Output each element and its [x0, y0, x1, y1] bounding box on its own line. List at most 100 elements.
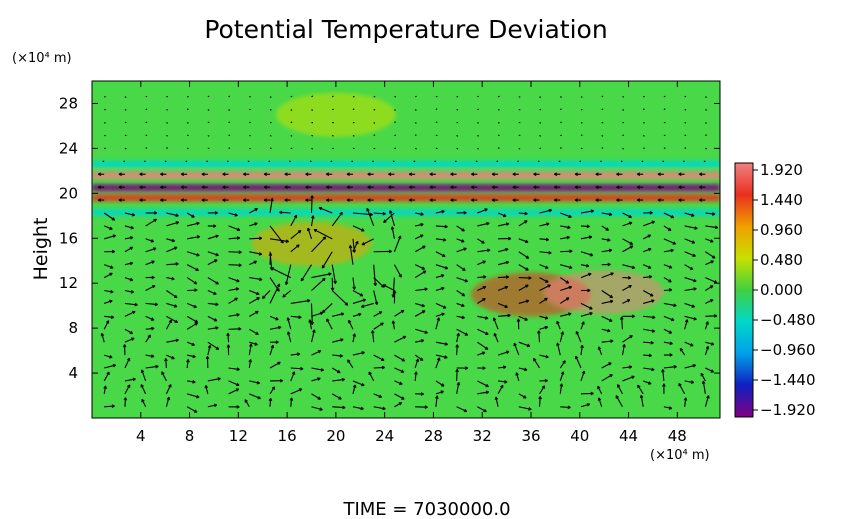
- vector-arrow: [539, 326, 548, 330]
- vector-arrow: [663, 315, 675, 321]
- vector-arrowhead: [441, 286, 445, 291]
- vector-arrowhead: [191, 342, 196, 346]
- vector-arrowhead: [325, 185, 330, 189]
- vector-arrowhead: [400, 309, 405, 314]
- vector-arrowhead: [378, 394, 383, 398]
- vector-arrow: [560, 236, 570, 240]
- vector-arrowhead: [234, 213, 238, 217]
- vector-arrowhead: [482, 366, 486, 370]
- vector-arrow: [435, 225, 448, 228]
- vector-arrowhead: [524, 220, 528, 224]
- vector-arrow: [643, 341, 654, 344]
- vector-arrow: [518, 212, 528, 215]
- vector-arrow: [560, 406, 571, 409]
- vector-arrowhead: [346, 198, 350, 202]
- vector-arrowhead: [544, 316, 549, 320]
- vector-arrow: [456, 328, 469, 336]
- vector-arrowhead: [317, 396, 321, 400]
- vector-arrowhead: [360, 304, 365, 308]
- vector-arrowhead: [574, 198, 578, 202]
- vector-arrowhead: [485, 383, 489, 388]
- vector-arrow: [559, 147, 562, 149]
- vector-arrowhead: [161, 371, 165, 375]
- vector-arrowhead: [562, 360, 566, 364]
- vector-arrow: [373, 290, 378, 305]
- vector-arrow: [145, 354, 155, 358]
- vector-arrowhead: [213, 291, 217, 295]
- vector-arrow: [101, 333, 105, 343]
- vector-arrowhead: [569, 265, 573, 269]
- vector-arrowhead: [533, 172, 537, 177]
- vector-arrow: [309, 319, 313, 330]
- vector-arrowhead: [321, 309, 326, 314]
- vector-arrowhead: [359, 293, 364, 297]
- vector-arrow: [702, 380, 706, 394]
- vector-arrowhead: [616, 185, 620, 189]
- vector-arrowhead: [244, 399, 248, 403]
- vector-arrow: [124, 289, 134, 293]
- vector-arrow: [145, 285, 156, 291]
- y-tick-label: 16: [59, 229, 78, 247]
- vector-arrowhead: [276, 288, 280, 292]
- vector-arrowhead: [525, 267, 529, 271]
- vector-arrowhead: [408, 172, 413, 177]
- vector-arrowhead: [545, 354, 549, 359]
- vector-arrowhead: [487, 248, 491, 253]
- vector-arrowhead: [236, 382, 240, 387]
- vector-arrowhead: [370, 330, 375, 334]
- vector-arrow: [166, 302, 178, 308]
- vector-arrow: [290, 315, 302, 318]
- vector-arrow: [415, 223, 424, 227]
- vector-arrow: [207, 404, 217, 408]
- x-tick-label: 20: [326, 427, 345, 445]
- vector-arrowhead: [112, 363, 117, 368]
- vector-arrow: [622, 264, 636, 269]
- vector-arrow: [207, 302, 219, 306]
- vector-arrow: [663, 212, 674, 219]
- vector-arrow: [556, 321, 561, 330]
- vector-arrowhead: [131, 212, 136, 217]
- vector-arrowhead: [236, 367, 240, 371]
- vector-arrowhead: [171, 238, 175, 243]
- vector-arrow: [559, 331, 564, 343]
- vector-arrow: [539, 277, 549, 283]
- vector-arrowhead: [491, 185, 495, 189]
- vector-arrow: [332, 338, 344, 343]
- vector-arrow: [705, 299, 714, 304]
- vector-arrow: [518, 147, 521, 150]
- vector-arrowhead: [607, 238, 611, 242]
- vector-arrow: [104, 354, 113, 359]
- vector-arrow: [207, 315, 218, 322]
- vector-arrowhead: [435, 395, 439, 399]
- vector-arrowhead: [254, 342, 258, 346]
- vector-arrowhead: [367, 172, 371, 177]
- vector-arrow: [373, 264, 376, 286]
- vector-arrowhead: [268, 397, 273, 402]
- vector-arrowhead: [691, 304, 696, 308]
- vector-arrowhead: [481, 351, 486, 355]
- vector-arrow: [391, 226, 395, 239]
- vector-arrowhead: [215, 281, 219, 285]
- vector-arrowhead: [180, 185, 185, 189]
- vector-arrow: [228, 288, 239, 292]
- vector-arrow: [124, 397, 127, 407]
- vector-arrowhead: [408, 198, 413, 202]
- vector-arrow: [104, 315, 114, 319]
- vector-arrow: [373, 354, 385, 361]
- vector-arrow: [456, 315, 465, 319]
- vector-arrow: [186, 315, 198, 323]
- vector-arrowhead: [651, 299, 655, 303]
- vector-arrow: [705, 341, 715, 346]
- vector-arrow: [601, 135, 604, 137]
- vector-arrow: [580, 96, 583, 98]
- vector-arrowhead: [662, 383, 666, 387]
- vector-arrowhead: [420, 392, 424, 396]
- vector-arrowhead: [341, 377, 345, 382]
- vector-arrowhead: [678, 172, 682, 177]
- vector-arrow: [533, 358, 540, 369]
- vector-arrowhead: [243, 185, 247, 189]
- vector-arrowhead: [544, 325, 549, 330]
- vector-arrow: [145, 238, 154, 243]
- vector-arrowhead: [186, 359, 190, 363]
- vector-arrowhead: [388, 185, 392, 189]
